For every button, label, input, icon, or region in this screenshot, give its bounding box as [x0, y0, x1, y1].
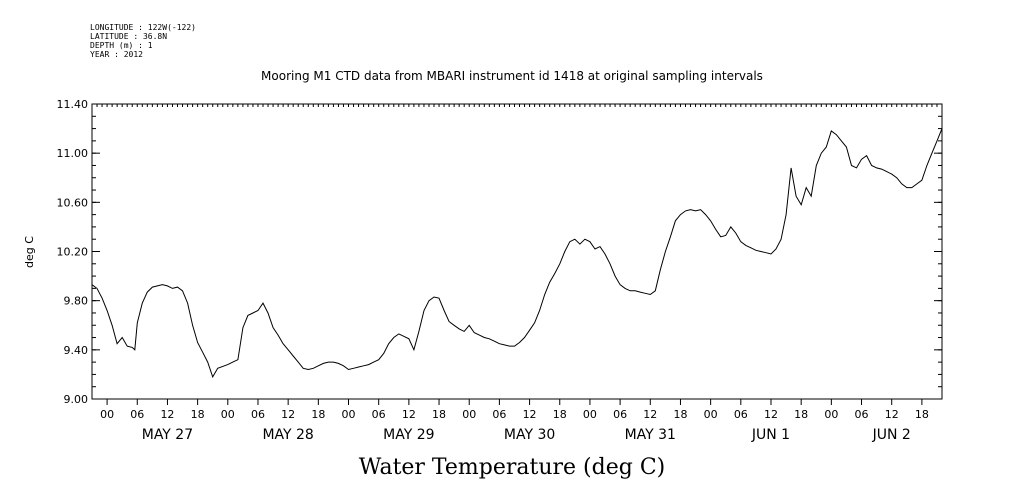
y-tick-label: 9.00: [64, 393, 89, 406]
y-axis-label: deg C: [23, 236, 36, 268]
y-tick-label: 11.40: [57, 98, 89, 111]
x-day-label: MAY 29: [383, 427, 434, 443]
metadata-line: LATITUDE : 36.8N: [90, 32, 167, 41]
y-tick-label: 10.60: [57, 196, 89, 209]
x-tick-label: 18: [794, 408, 808, 421]
x-day-label: MAY 30: [504, 427, 555, 443]
x-tick-label: 18: [915, 408, 929, 421]
y-tick-label: 11.00: [57, 147, 89, 160]
x-tick-label: 06: [734, 408, 748, 421]
metadata-line: LONGITUDE : 122W(-122): [90, 23, 196, 32]
x-tick-label: 12: [402, 408, 416, 421]
x-tick-label: 12: [764, 408, 778, 421]
x-tick-label: 12: [523, 408, 537, 421]
x-tick-label: 00: [100, 408, 114, 421]
x-tick-label: 06: [251, 408, 265, 421]
x-axis-label: Water Temperature (deg C): [359, 455, 666, 480]
metadata-line: YEAR : 2012: [90, 50, 143, 59]
x-tick-label: 00: [221, 408, 235, 421]
y-tick-label: 9.40: [64, 344, 89, 357]
x-tick-label: 18: [191, 408, 205, 421]
x-tick-label: 18: [673, 408, 687, 421]
y-axis: 9.00 9.40 9.80 10.20 10.60 11.00 11.40: [57, 98, 942, 406]
x-day-label: MAY 27: [142, 427, 193, 443]
x-tick-label: 18: [432, 408, 446, 421]
x-tick-label: 18: [553, 408, 567, 421]
x-tick-label: 06: [613, 408, 627, 421]
x-tick-label: 12: [885, 408, 899, 421]
x-tick-label: 00: [462, 408, 476, 421]
x-day-label: JUN 1: [751, 427, 790, 443]
x-tick-label: 06: [855, 408, 869, 421]
x-tick-label: 00: [583, 408, 597, 421]
temperature-series-line: [91, 128, 943, 379]
metadata-line: DEPTH (m) : 1: [90, 41, 153, 50]
x-tick-label: 00: [824, 408, 838, 421]
x-tick-label: 18: [311, 408, 325, 421]
x-tick-label: 00: [704, 408, 718, 421]
x-tick-label: 12: [281, 408, 295, 421]
x-tick-label: 06: [130, 408, 144, 421]
y-tick-label: 10.20: [57, 246, 89, 259]
x-tick-label: 06: [492, 408, 506, 421]
metadata-block: LONGITUDE : 122W(-122)LATITUDE : 36.8NDE…: [90, 23, 196, 59]
x-day-label: MAY 28: [262, 427, 313, 443]
x-tick-label: 06: [372, 408, 386, 421]
x-axis: 00 06 12 18 00 06 12 18 00 06 12 18 00 06 12 18 00 06 12 18…: [91, 104, 943, 421]
x-tick-label: 12: [160, 408, 174, 421]
chart-title: Mooring M1 CTD data from MBARI instrumen…: [261, 69, 763, 83]
x-tick-label: 12: [643, 408, 657, 421]
plot-frame: [91, 103, 943, 400]
x-day-label: MAY 31: [625, 427, 676, 443]
x-tick-label: 00: [342, 408, 356, 421]
y-tick-label: 9.80: [64, 295, 89, 308]
x-axis-day-labels: MAY 27 MAY 28 MAY 29 MAY 30 MAY 31 JUN 1 JUN 2: [142, 427, 911, 443]
x-day-label: JUN 2: [872, 427, 911, 443]
